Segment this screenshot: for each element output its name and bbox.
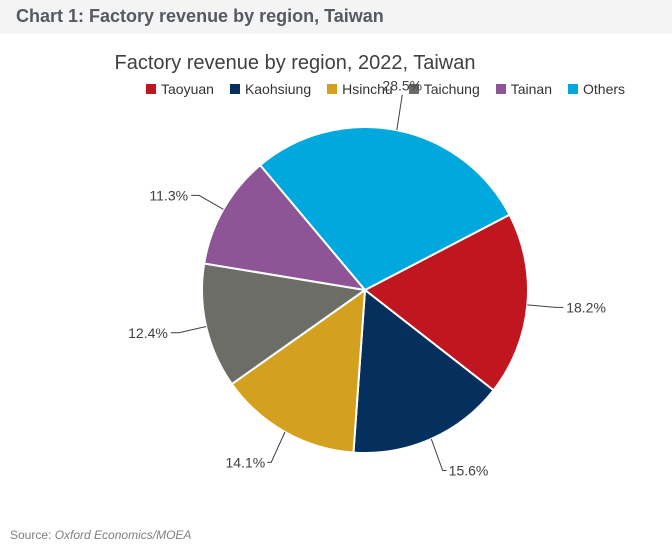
legend-label-taoyuan: Taoyuan (161, 81, 214, 97)
pie-slice-kaohsiung (352, 288, 495, 454)
source-label: Source: (10, 528, 52, 542)
page-title: Chart 1: Factory revenue by region, Taiw… (16, 6, 384, 26)
legend-label-kaohsiung: Kaohsiung (244, 81, 312, 97)
pie-slice-taichung (201, 262, 368, 386)
legend-swatch-taoyuan (146, 84, 156, 94)
data-label-taoyuan: 18.2% (566, 299, 606, 315)
legend-item-others: Others (568, 81, 625, 97)
source-note: Source: Oxford Economics/MOEA (10, 528, 191, 542)
leader-line-tainan (191, 194, 224, 210)
chart-legend: Taoyuan Kaohsiung Hsinchu Taichung Tainan Oth… (146, 81, 625, 97)
legend-label-hsinchu: Hsinchu (342, 81, 393, 97)
legend-swatch-others (568, 84, 579, 94)
legend-label-others: Others (583, 81, 626, 97)
chart-header: Chart 1: Factory revenue by region, Taiw… (0, 0, 672, 34)
legend-swatch-taichung (408, 84, 419, 94)
legend-label-taichung: Taichung (423, 81, 480, 97)
leader-line-taichung (170, 325, 207, 334)
legend-item-tainan: Tainan (495, 81, 553, 97)
legend-swatch-kaohsiung (229, 84, 240, 94)
leader-line-hsinchu (267, 431, 286, 463)
data-label-kaohsiung: 15.6% (449, 462, 489, 478)
source-value: Oxford Economics/MOEA (54, 528, 192, 542)
pie-slice-hsinchu (230, 287, 367, 454)
data-label-others: 28.5% (382, 78, 422, 94)
data-label-taichung: 12.4% (128, 325, 168, 341)
legend-item-taoyuan: Taoyuan (146, 81, 214, 97)
pie-slice-tainan (203, 163, 368, 292)
legend-label-tainan: Tainan (510, 81, 553, 97)
leader-line-taoyuan (527, 304, 564, 308)
legend-item-taichung: Taichung (408, 81, 480, 97)
legend-item-kaohsiung: Kaohsiung (229, 81, 312, 97)
data-label-tainan: 11.3% (149, 187, 188, 203)
leader-line-kaohsiung (430, 438, 447, 471)
legend-swatch-hsinchu (327, 84, 338, 94)
legend-swatch-tainan (495, 84, 506, 94)
data-label-hsinchu: 14.1% (225, 454, 265, 470)
chart-title: Factory revenue by region, 2022, Taiwan (114, 52, 476, 74)
leader-line-others (396, 94, 403, 131)
legend-item-hsinchu: Hsinchu (327, 81, 393, 97)
